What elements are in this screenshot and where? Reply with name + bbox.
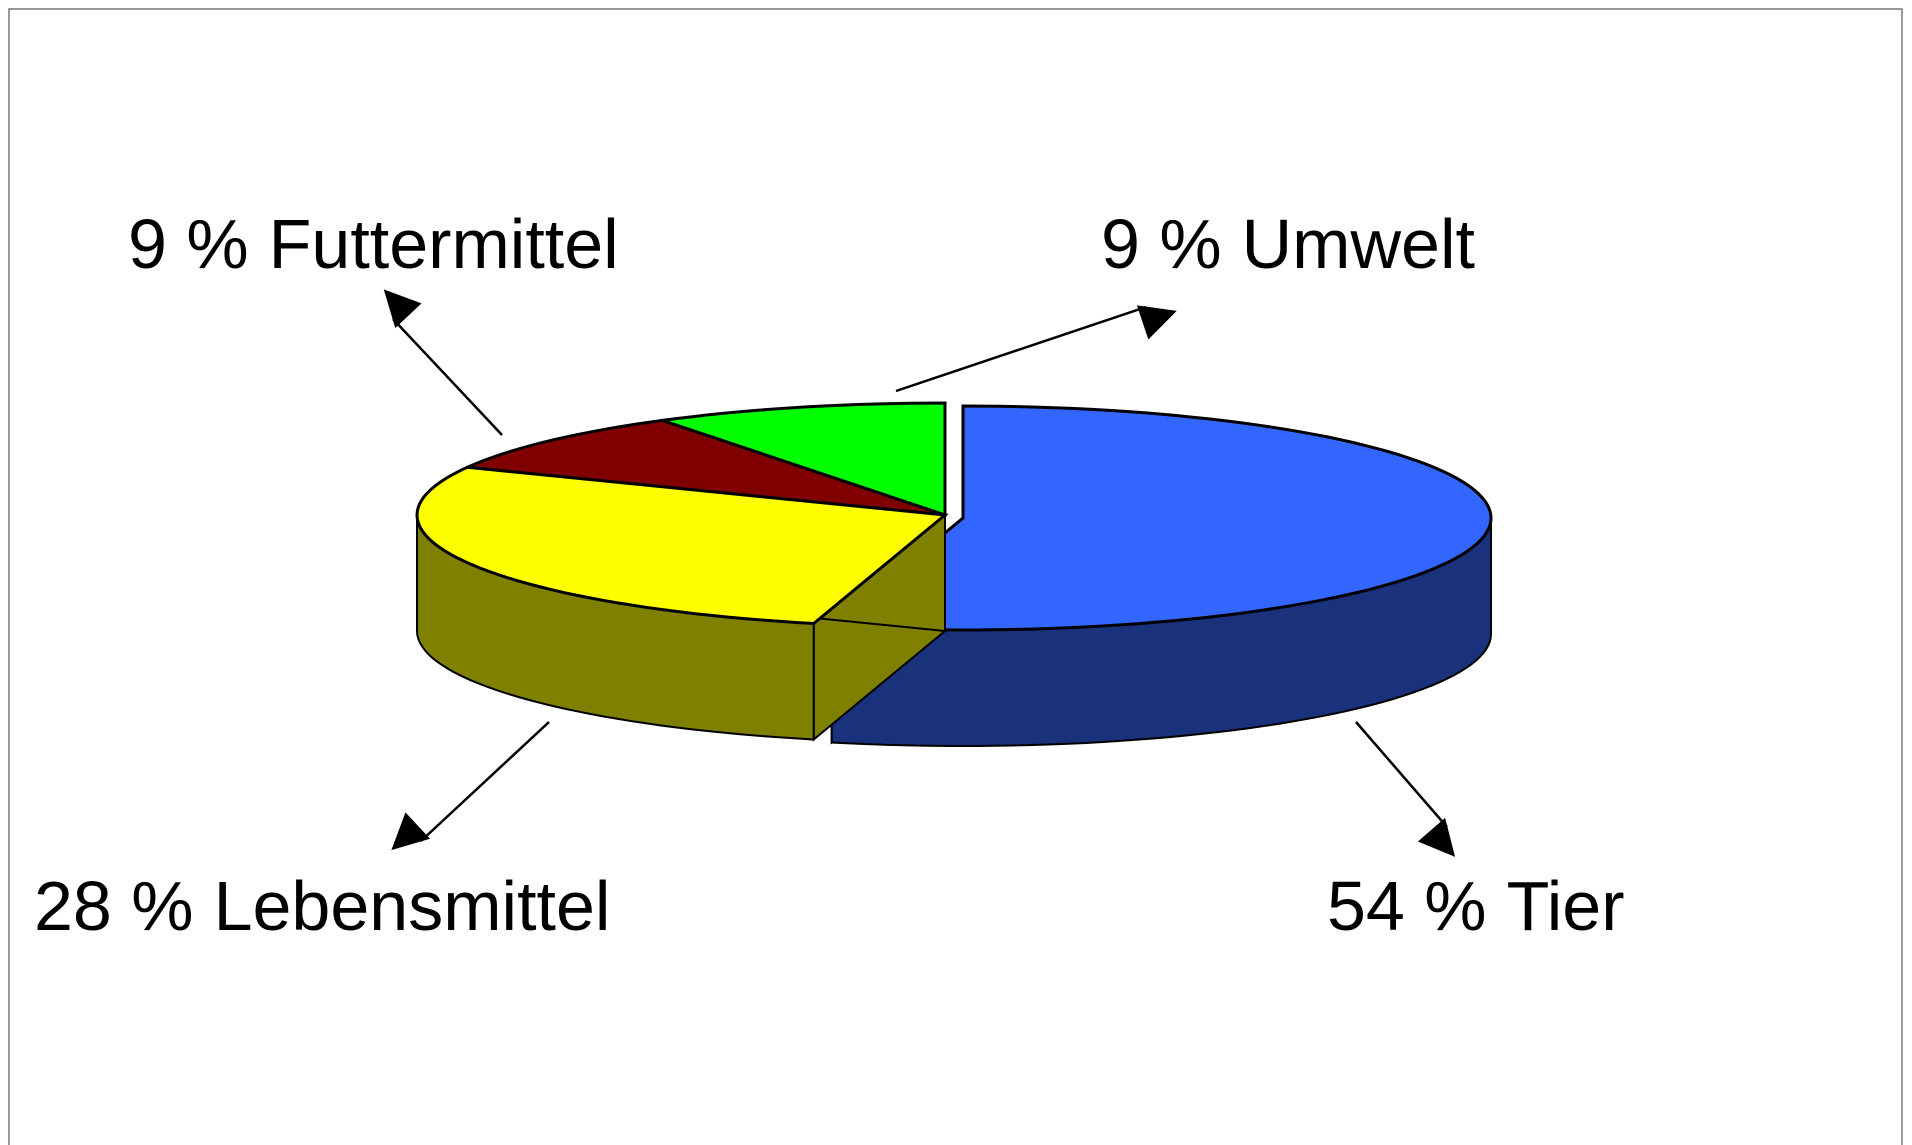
value-label: 54 % (1327, 867, 1487, 945)
label-arrow (1355, 721, 1456, 857)
pie-slice (661, 401, 947, 518)
value-label: 9 % (1101, 205, 1222, 283)
value-label: 9 % (128, 205, 249, 283)
data-label: 9 % Futtermittel (128, 205, 619, 283)
pie-slice (827, 404, 1493, 632)
label-arrow (391, 721, 550, 851)
data-label: 54 % Tier (1327, 867, 1625, 945)
data-label: 28 % Lebensmittel (34, 867, 610, 945)
category-label: Futtermittel (269, 205, 619, 283)
pie-slice (466, 418, 946, 517)
category-label: Umwelt (1242, 205, 1475, 283)
data-label: 9 % Umwelt (1101, 205, 1475, 283)
pie-slice (415, 465, 949, 626)
value-label: 28 % (34, 867, 194, 945)
slice (415, 465, 949, 742)
category-label: Lebensmittel (214, 867, 611, 945)
label-arrow (383, 289, 503, 436)
category-label: Tier (1507, 867, 1625, 945)
label-arrow (895, 305, 1177, 393)
